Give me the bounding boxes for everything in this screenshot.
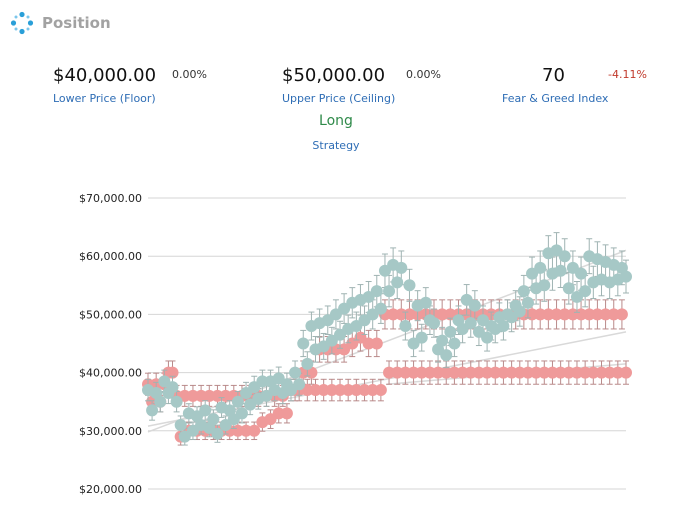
price-point — [538, 279, 551, 292]
strategy-value: Long — [319, 113, 353, 129]
grid-layer: $70,000.00 $60,000.00 $50,000.00 $40,000.00… — [79, 192, 626, 496]
price-point — [513, 305, 526, 318]
ceiling-value: $50,000.00 — [282, 65, 386, 86]
fear-greed-change: -4.11% — [608, 68, 647, 81]
price-point — [301, 357, 314, 370]
price-point — [448, 337, 461, 350]
price-point — [391, 276, 404, 289]
price-point — [468, 299, 481, 312]
price-point — [293, 378, 306, 391]
price-point — [427, 317, 440, 330]
price-point — [620, 270, 632, 283]
price-point — [207, 413, 220, 426]
band-point — [374, 384, 387, 397]
price-point — [444, 325, 457, 338]
price-point — [562, 282, 575, 295]
y-tick-label: $40,000.00 — [79, 367, 142, 380]
price-point — [297, 337, 310, 350]
price-point — [521, 296, 534, 309]
price-point — [231, 395, 244, 408]
ceiling-stat: $50,000.00 0.00% Upper Price (Ceiling) — [282, 65, 441, 105]
price-point — [199, 404, 212, 417]
price-point — [146, 404, 159, 417]
price-point — [383, 285, 396, 298]
price-point — [289, 366, 302, 379]
price-point — [415, 331, 428, 344]
y-tick-label: $50,000.00 — [79, 308, 142, 321]
floor-value: $40,000.00 — [53, 65, 157, 86]
strategy-label: Strategy — [312, 139, 360, 152]
price-point — [558, 250, 571, 263]
y-tick-label: $20,000.00 — [79, 483, 142, 496]
price-point — [464, 317, 477, 330]
price-point — [579, 285, 592, 298]
price-point — [440, 349, 453, 362]
fear-greed-value: 70 — [542, 65, 565, 86]
price-point — [399, 320, 412, 333]
price-points — [142, 244, 632, 443]
price-point — [395, 261, 408, 274]
band-point — [280, 407, 293, 420]
price-point — [235, 407, 248, 420]
price-error-bars — [145, 232, 629, 446]
band-point — [248, 424, 261, 437]
price-point — [166, 381, 179, 394]
panel-title: Position — [42, 14, 111, 32]
price-point — [554, 264, 567, 277]
price-point — [403, 279, 416, 292]
fear-greed-label: Fear & Greed Index — [502, 92, 609, 105]
price-point — [211, 427, 224, 440]
ceiling-change: 0.00% — [406, 68, 441, 81]
y-tick-label: $70,000.00 — [79, 192, 142, 205]
floor-change: 0.00% — [172, 68, 207, 81]
floor-label: Lower Price (Floor) — [53, 92, 156, 105]
price-point — [497, 320, 510, 333]
panel-header: Position — [10, 10, 111, 36]
band-point — [615, 308, 628, 321]
band-point — [370, 337, 383, 350]
price-point — [436, 334, 449, 347]
y-tick-label: $60,000.00 — [79, 250, 142, 263]
price-point — [370, 285, 383, 298]
series-layer — [142, 232, 632, 446]
fear-greed-stat: 70 -4.11% Fear & Greed Index — [502, 65, 652, 105]
y-tick-label: $30,000.00 — [79, 425, 142, 438]
price-point — [517, 285, 530, 298]
price-point — [174, 418, 187, 431]
band-point — [620, 366, 632, 379]
floor-stat: $40,000.00 0.00% Lower Price (Floor) — [53, 65, 207, 105]
price-point — [170, 395, 183, 408]
price-point — [419, 296, 432, 309]
price-point — [481, 331, 494, 344]
band-point — [166, 366, 179, 379]
price-point — [575, 267, 588, 280]
dots-ring-icon — [10, 11, 34, 35]
price-point — [374, 302, 387, 315]
price-point — [534, 261, 547, 274]
ceiling-label: Upper Price (Ceiling) — [282, 92, 396, 105]
price-point — [154, 395, 167, 408]
